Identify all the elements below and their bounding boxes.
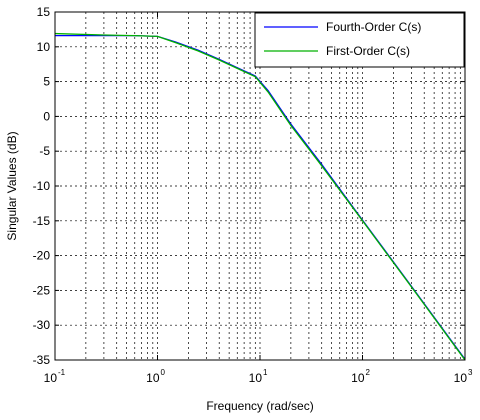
x-tick-exponent: -1 [58,368,66,377]
y-tick-label: -35 [33,353,51,367]
x-tick-label: 10 [146,371,160,385]
legend-box [254,12,465,68]
x-tick-label: 10 [44,371,58,385]
legend-label-first-order: First-Order C(s) [326,44,410,58]
x-tick-exponent: 3 [468,368,473,377]
y-tick-label: 0 [43,109,50,123]
legend: Fourth-Order C(s) First-Order C(s) [254,12,465,68]
series-line-first-order [54,32,466,361]
y-tick-label: -5 [39,144,50,158]
y-tick-label: -30 [33,318,51,332]
series-layer [54,32,466,361]
x-tick-exponent: 2 [366,368,371,377]
x-tick-exponent: 0 [161,368,166,377]
y-tick-label: -20 [33,249,51,263]
grid-layer [55,12,465,360]
y-tick-label: -15 [33,214,51,228]
y-tick-label: 15 [37,5,51,19]
y-tick-label: -25 [33,283,51,297]
x-tick-label: 10 [351,371,365,385]
y-tick-label: -10 [33,179,51,193]
x-axis-label: Frequency (rad/sec) [206,399,313,413]
y-tick-label: 10 [37,40,51,54]
legend-label-fourth-order: Fourth-Order C(s) [326,20,421,34]
x-tick-label: 10 [249,371,263,385]
label-layer: Frequency (rad/sec) Singular Values (dB) [5,131,314,413]
x-tick-label: 10 [454,371,468,385]
x-tick-exponent: 1 [263,368,268,377]
y-axis-label: Singular Values (dB) [5,131,19,240]
y-tick-label: 5 [43,75,50,89]
